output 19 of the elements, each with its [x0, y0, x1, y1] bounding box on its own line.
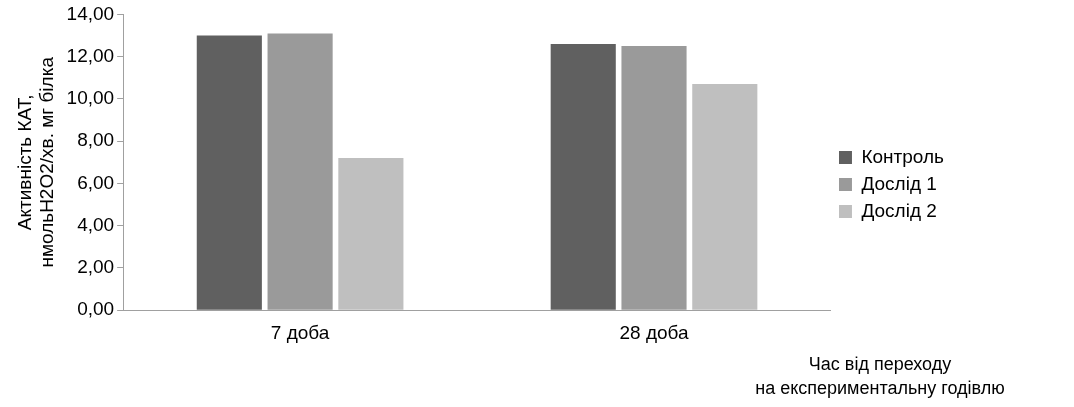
y-tick-label: 12,00: [66, 44, 115, 66]
bar: [550, 43, 616, 310]
x-axis-title: Час від переходу на експериментальну годівлю: [755, 353, 1005, 400]
y-axis-title: Активність КАТ, нмольН2О2/хв. мг білка: [13, 56, 58, 268]
bar: [338, 158, 404, 310]
legend-label: Дослід 1: [861, 172, 937, 194]
y-tick-label: 8,00: [77, 129, 115, 151]
x-tick-label: 28 доба: [619, 321, 689, 343]
x-tick-label: 7 доба: [270, 321, 330, 343]
legend-label: Контроль: [861, 145, 945, 167]
legend-label: Дослід 2: [861, 199, 937, 221]
bar: [692, 84, 758, 310]
y-tick-label: 6,00: [77, 171, 115, 193]
y-tick-label: 4,00: [77, 213, 115, 235]
y-tick-label: 2,00: [77, 256, 115, 278]
y-tick-label: 0,00: [77, 298, 115, 320]
bar: [196, 35, 262, 310]
y-tick-label: 14,00: [66, 2, 115, 24]
y-tick-label: 10,00: [66, 87, 115, 109]
